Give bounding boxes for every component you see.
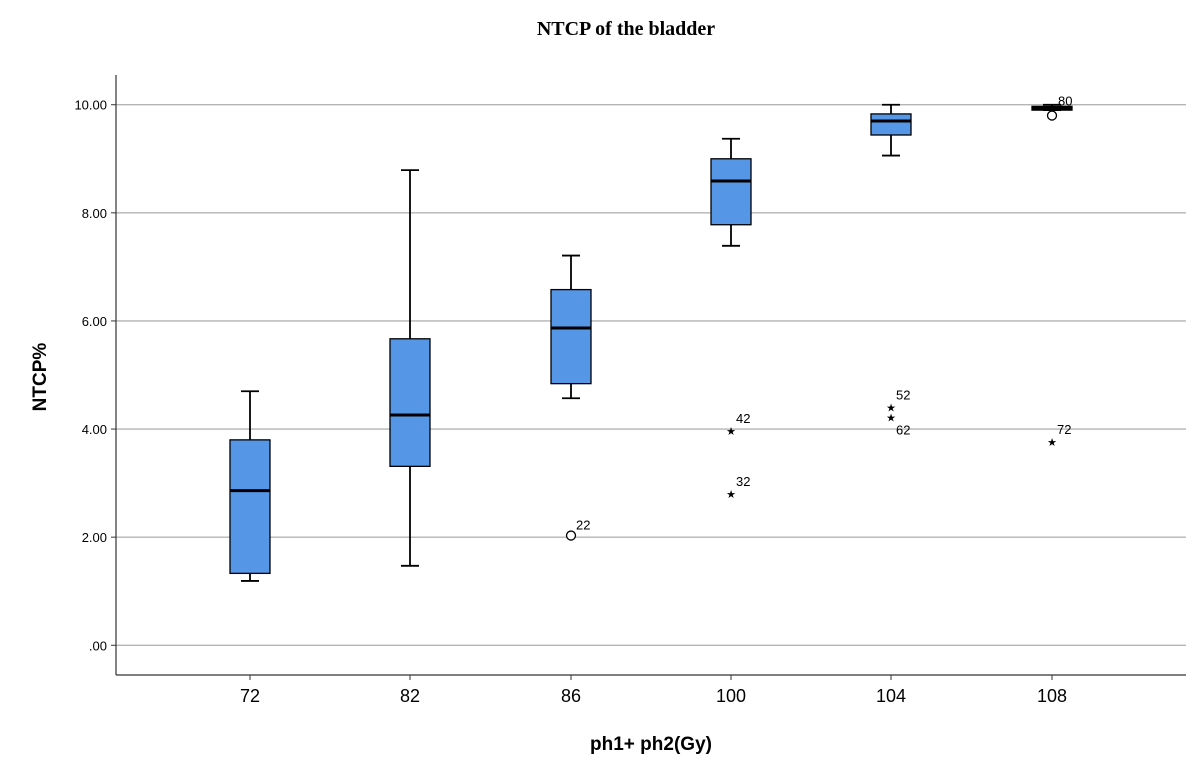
- outlier-circle: [1046, 110, 1058, 121]
- y-tick-label: 10.00: [74, 98, 107, 113]
- box-108: [1031, 103, 1073, 112]
- x-axis-title: ph1+ ph2(Gy): [590, 734, 712, 755]
- iqr-box: [870, 113, 912, 136]
- y-tick-label: 6.00: [82, 314, 107, 329]
- x-tick-label: 108: [1037, 686, 1067, 706]
- outlier-label: 22: [576, 518, 590, 533]
- outlier-star: ★: [886, 401, 896, 414]
- outlier-star: ★: [1047, 436, 1057, 449]
- box-104: [870, 103, 912, 157]
- y-axis-title: NTCP%: [30, 343, 51, 412]
- axes: .00 2.00 4.00 6.00 8.00 10.00 72 82 86 100 104 108: [74, 75, 1186, 706]
- iqr-box: [389, 338, 431, 468]
- box-72: [229, 390, 271, 582]
- y-tick-label: .00: [89, 638, 107, 653]
- gridlines: [116, 104, 1186, 646]
- chart-title: NTCP of the bladder: [537, 18, 715, 40]
- x-tick-label: 104: [876, 686, 906, 706]
- outlier-label: 32: [736, 474, 750, 489]
- outlier-label: 42: [736, 411, 750, 426]
- outlier-label: 72: [1057, 422, 1071, 437]
- box-100: [710, 137, 752, 247]
- x-tick-label: 100: [716, 686, 746, 706]
- outlier-star: ★: [886, 412, 896, 425]
- iqr-box: [710, 158, 752, 226]
- x-tick-label: 82: [400, 686, 420, 706]
- box-86: [550, 254, 592, 400]
- outlier-star: ★: [726, 488, 736, 501]
- y-tick-label: 8.00: [82, 206, 107, 221]
- outlier-star: ★: [726, 425, 736, 438]
- x-tick-label: 72: [240, 686, 260, 706]
- x-tick-label: 86: [561, 686, 581, 706]
- y-tick-label: 2.00: [82, 530, 107, 545]
- outlier-label: 80: [1058, 94, 1072, 109]
- box-82: [389, 169, 431, 567]
- iqr-box: [550, 288, 592, 385]
- boxes: [229, 103, 1073, 582]
- outlier-circle: [565, 530, 577, 541]
- outlier-label: 52: [896, 387, 910, 402]
- iqr-box: [229, 439, 271, 575]
- y-tick-label: 4.00: [82, 422, 107, 437]
- outlier-label: 62: [896, 423, 910, 438]
